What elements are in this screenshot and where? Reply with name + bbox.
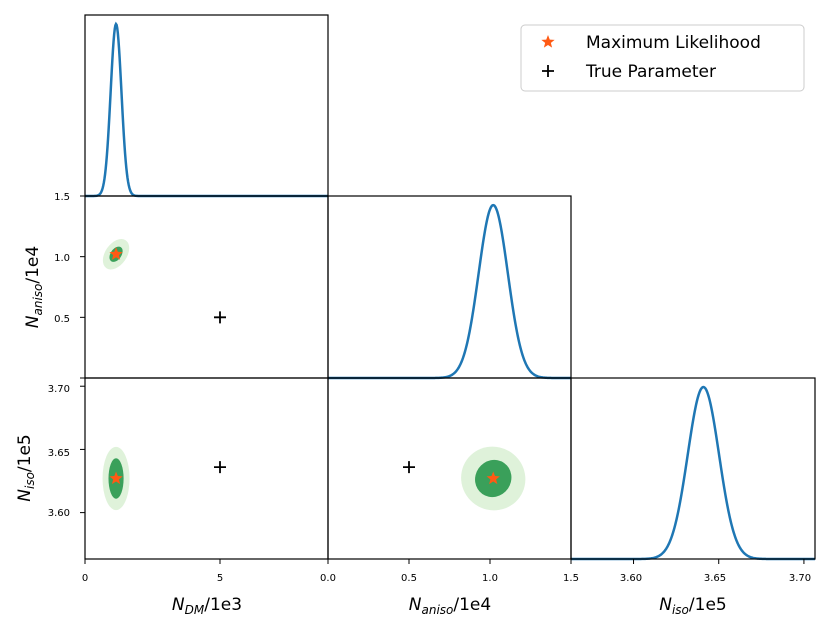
legend-label-true-parameter: True Parameter <box>585 62 716 82</box>
x-tick-label-naniso-4: 1.5 <box>563 573 579 584</box>
legend: Maximum Likelihood True Parameter <box>520 24 805 92</box>
x-tick-label-naniso-2: 0.5 <box>401 573 417 584</box>
y-tick-label-naniso-3: 0.5 <box>54 314 70 325</box>
marginal-curve-n-dm <box>85 21 328 198</box>
x-axis-label-naniso: Naniso/1e4 <box>409 595 491 617</box>
x-axis-label-niso: Niso/1e5 <box>659 595 726 617</box>
x-tick-label-naniso-1: 0.0 <box>320 573 336 584</box>
x-tick-label-niso-1: 3.60 <box>620 573 642 584</box>
marginal-curve-n-aniso <box>328 203 571 380</box>
x-tick-label-niso-3: 3.70 <box>789 573 811 584</box>
marginal-curve-n-iso <box>571 385 815 561</box>
legend-label-max-likelihood: Maximum Likelihood <box>586 33 761 53</box>
ml-star-ndm-niso <box>109 471 123 485</box>
true-param-marker-ndm-naniso <box>214 311 226 324</box>
ml-star-naniso-niso <box>486 471 500 485</box>
y-tick-label-niso-2: 3.65 <box>48 448 70 459</box>
x-axis-label-ndm: NDM/1e3 <box>172 595 242 617</box>
x-tick-label-naniso-3: 1.0 <box>482 573 498 584</box>
panel-1-1-frame <box>327 195 572 379</box>
legend-box <box>520 24 805 92</box>
y-tick-label-niso-1: 3.70 <box>48 384 70 395</box>
y-tick-label-naniso-2: 1.0 <box>54 253 70 264</box>
ml-star-ndm-naniso <box>109 247 123 260</box>
x-tick-label-ndm-1: 0 <box>82 573 88 584</box>
true-param-marker-naniso-niso <box>403 461 415 474</box>
tick-marks <box>80 195 805 564</box>
x-tick-label-niso-2: 3.65 <box>704 573 726 584</box>
y-axis-label-naniso: Naniso/1e4 <box>23 246 45 328</box>
panel-2-2-frame <box>570 377 816 560</box>
legend-plus-icon <box>542 65 554 77</box>
panel-1-0-frame <box>84 195 329 379</box>
x-tick-label-ndm-2: 5 <box>217 573 223 584</box>
y-axis-label-niso: Niso/1e5 <box>15 434 37 501</box>
panel-2-1-frame <box>327 377 572 560</box>
y-tick-label-naniso-1: 1.5 <box>54 192 70 203</box>
true-param-marker-ndm-niso <box>214 461 226 474</box>
y-tick-label-niso-3: 3.60 <box>48 508 70 519</box>
legend-star-icon <box>541 35 555 48</box>
